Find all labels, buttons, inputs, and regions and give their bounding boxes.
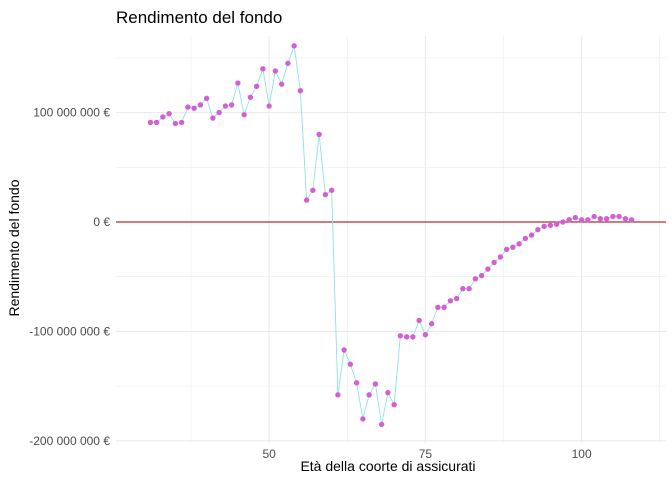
data-point bbox=[178, 119, 185, 126]
data-point bbox=[541, 223, 547, 230]
data-point bbox=[247, 94, 254, 100]
data-point bbox=[453, 295, 460, 302]
data-point bbox=[203, 95, 210, 102]
y-axis-title: Rendimento del fondo bbox=[6, 179, 22, 316]
x-axis-ticks: 50 75 100 bbox=[262, 447, 592, 461]
data-point bbox=[522, 235, 529, 242]
data-point bbox=[291, 43, 297, 49]
x-tick-label: 50 bbox=[262, 447, 276, 461]
data-point bbox=[297, 88, 304, 94]
data-point bbox=[360, 416, 366, 422]
data-point bbox=[485, 266, 491, 272]
data-point bbox=[378, 421, 385, 428]
data-point bbox=[153, 119, 160, 126]
data-point bbox=[235, 80, 241, 86]
data-point bbox=[560, 219, 566, 225]
data-point bbox=[416, 317, 422, 324]
data-point bbox=[166, 110, 172, 117]
data-point bbox=[472, 276, 479, 282]
data-point bbox=[591, 213, 597, 220]
data-point bbox=[491, 259, 497, 266]
x-axis-title: Età della coorte di assicurati bbox=[300, 458, 475, 474]
data-point bbox=[528, 232, 535, 238]
data-point bbox=[216, 109, 222, 116]
data-point bbox=[428, 321, 435, 327]
data-point bbox=[585, 217, 591, 223]
data-point bbox=[628, 217, 635, 223]
data-point bbox=[460, 286, 466, 292]
data-point bbox=[503, 246, 510, 253]
chart-title: Rendimento del fondo bbox=[116, 8, 282, 27]
data-point bbox=[147, 119, 154, 126]
x-tick-label: 100 bbox=[572, 447, 592, 461]
data-point bbox=[403, 334, 410, 340]
data-point bbox=[478, 272, 485, 279]
data-point bbox=[603, 216, 610, 222]
data-point bbox=[410, 334, 416, 340]
data-point bbox=[372, 381, 379, 387]
data-point bbox=[316, 131, 322, 138]
data-point bbox=[385, 389, 391, 396]
y-tick-label: 0 € bbox=[93, 215, 110, 229]
data-point bbox=[566, 217, 572, 223]
data-point bbox=[278, 81, 285, 87]
data-point bbox=[366, 392, 372, 398]
y-tick-label: -200 000 000 € bbox=[29, 434, 110, 448]
data-point bbox=[597, 216, 604, 222]
y-tick-label: 100 000 000 € bbox=[33, 106, 110, 120]
data-point bbox=[610, 213, 616, 220]
minor-grid bbox=[116, 36, 666, 443]
data-point bbox=[222, 103, 229, 109]
data-point bbox=[185, 104, 191, 110]
data-point bbox=[160, 114, 166, 120]
data-point bbox=[172, 120, 179, 127]
data-point bbox=[547, 222, 554, 228]
data-point bbox=[241, 112, 247, 118]
data-point bbox=[310, 187, 316, 193]
data-point bbox=[335, 392, 341, 398]
data-point bbox=[328, 187, 335, 193]
data-points bbox=[147, 43, 635, 428]
data-point bbox=[466, 286, 472, 292]
data-point bbox=[210, 115, 216, 121]
data-point bbox=[253, 83, 260, 90]
data-point bbox=[578, 217, 585, 223]
data-point bbox=[572, 214, 579, 221]
data-point bbox=[285, 60, 291, 67]
data-point bbox=[622, 216, 629, 222]
data-point bbox=[447, 298, 454, 304]
data-point bbox=[341, 347, 347, 353]
data-point bbox=[441, 304, 447, 311]
data-point bbox=[228, 102, 235, 108]
data-point bbox=[397, 333, 404, 339]
data-point bbox=[516, 241, 522, 247]
x-tick-label: 75 bbox=[419, 447, 433, 461]
y-axis-ticks: -200 000 000 € -100 000 000 € 0 € 100 000 0… bbox=[29, 106, 110, 448]
data-point bbox=[303, 197, 310, 203]
data-point bbox=[197, 102, 204, 108]
data-point bbox=[347, 361, 354, 367]
data-point bbox=[191, 105, 197, 111]
data-point bbox=[322, 191, 329, 198]
data-point bbox=[422, 331, 429, 338]
data-point bbox=[616, 213, 622, 220]
data-point bbox=[272, 68, 279, 74]
data-point bbox=[535, 226, 541, 233]
data-point bbox=[260, 66, 266, 72]
data-point bbox=[435, 304, 441, 311]
data-point bbox=[510, 244, 516, 250]
data-point bbox=[266, 103, 272, 109]
y-tick-label: -100 000 000 € bbox=[29, 324, 110, 338]
data-point bbox=[497, 254, 504, 260]
data-point bbox=[391, 402, 397, 408]
data-point bbox=[553, 221, 560, 227]
data-point bbox=[353, 380, 360, 386]
